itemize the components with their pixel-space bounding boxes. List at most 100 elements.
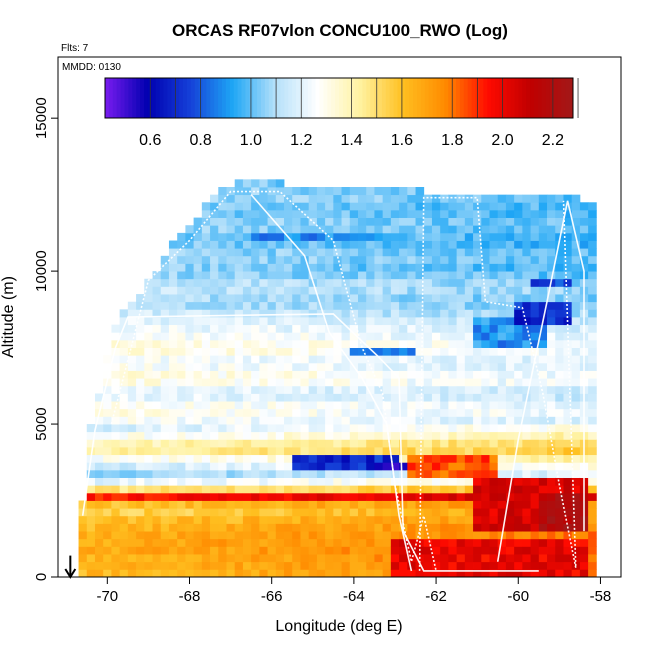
heatmap-cell [571, 546, 581, 555]
heatmap-cell [210, 454, 219, 463]
heatmap-cell [514, 248, 523, 257]
heatmap-cell [440, 477, 449, 486]
heatmap-cell [226, 194, 236, 203]
heatmap-cell [538, 477, 548, 486]
heatmap-cell [210, 515, 219, 524]
heatmap-cell [333, 309, 342, 318]
heatmap-cell [259, 225, 268, 234]
plot-frame [57, 56, 622, 578]
heatmap-cell [530, 531, 540, 540]
heatmap-cell [407, 561, 416, 570]
heatmap-cell [473, 301, 482, 310]
heatmap-cell [251, 370, 260, 379]
heatmap-cell [588, 385, 597, 394]
heatmap-cell [136, 294, 145, 303]
heatmap-cell [481, 347, 490, 356]
heatmap-cell [185, 554, 195, 563]
heatmap-cell [522, 454, 531, 463]
heatmap-cell [308, 569, 318, 578]
heatmap-cell [563, 378, 573, 387]
heatmap-cell [284, 271, 293, 280]
heatmap-cell [382, 225, 392, 234]
heatmap-cell [185, 523, 195, 532]
colorbar-swatch [264, 78, 270, 118]
heatmap-cell [481, 263, 490, 272]
heatmap-cell [473, 309, 482, 318]
heatmap-cell [538, 202, 548, 211]
heatmap-cell [267, 378, 277, 387]
heatmap-cell [473, 447, 482, 456]
heatmap-cell [308, 240, 318, 249]
heatmap-cell [292, 554, 301, 563]
heatmap-cell [119, 500, 129, 509]
heatmap-cell [210, 309, 219, 318]
heatmap-cell [201, 408, 211, 417]
heatmap-cell [481, 339, 490, 348]
colorbar-swatch [561, 78, 566, 118]
heatmap-cell [201, 347, 211, 356]
heatmap-cell [185, 240, 195, 249]
heatmap-cell [555, 523, 564, 532]
heatmap-cell [423, 271, 433, 280]
heatmap-cell [201, 225, 211, 234]
heatmap-cell [316, 401, 326, 410]
heatmap-cell [464, 248, 474, 257]
heatmap-cell [431, 263, 441, 272]
heatmap-cell [160, 278, 170, 287]
heatmap-cell [473, 317, 482, 326]
heatmap-cell [382, 355, 392, 364]
heatmap-cell [538, 362, 548, 371]
heatmap-cell [382, 271, 392, 280]
heatmap-cell [440, 209, 449, 218]
heatmap-cell [177, 393, 186, 402]
heatmap-cell [415, 408, 425, 417]
heatmap-cell [563, 500, 573, 509]
heatmap-cell [382, 546, 392, 555]
heatmap-cell [292, 454, 301, 463]
heatmap-cell [357, 317, 367, 326]
heatmap-cell [538, 523, 548, 532]
heatmap-cell [464, 469, 474, 478]
heatmap-cell [308, 378, 318, 387]
heatmap-cell [119, 569, 129, 578]
heatmap-cell [300, 317, 310, 326]
colorbar-tick-label: 2.2 [542, 132, 564, 149]
heatmap-cell [514, 217, 523, 226]
heatmap-cell [382, 431, 392, 440]
heatmap-cell [464, 424, 474, 433]
heatmap-cell [136, 309, 145, 318]
heatmap-cell [390, 255, 400, 264]
heatmap-cell [251, 492, 260, 501]
heatmap-cell [464, 508, 474, 517]
colorbar-swatch [483, 78, 488, 118]
heatmap-cell [152, 332, 162, 341]
heatmap-cell [136, 378, 145, 387]
heatmap-cell [415, 339, 425, 348]
heatmap-cell [292, 317, 301, 326]
heatmap-cell [259, 202, 268, 211]
heatmap-cell [522, 531, 531, 540]
heatmap-cell [144, 286, 153, 295]
heatmap-cell [547, 317, 556, 326]
heatmap-cell [366, 462, 375, 471]
heatmap-cell [530, 202, 540, 211]
heatmap-cell [538, 255, 548, 264]
heatmap-cell [267, 309, 277, 318]
heatmap-cell [275, 301, 285, 310]
heatmap-cell [341, 492, 351, 501]
heatmap-cell [497, 546, 507, 555]
heatmap-cell [325, 362, 334, 371]
colorbar-swatch [144, 78, 149, 118]
heatmap-cell [374, 515, 384, 524]
heatmap-cell [547, 301, 556, 310]
heatmap-cell [579, 217, 589, 226]
heatmap-cell [522, 278, 531, 287]
heatmap-cell [431, 492, 441, 501]
heatmap-cell [448, 538, 458, 547]
heatmap-cell [374, 301, 384, 310]
heatmap-cell [497, 324, 507, 333]
heatmap-cell [390, 217, 400, 226]
heatmap-cell [497, 194, 507, 203]
colorbar-swatch [366, 78, 371, 118]
heatmap-cell [341, 523, 351, 532]
